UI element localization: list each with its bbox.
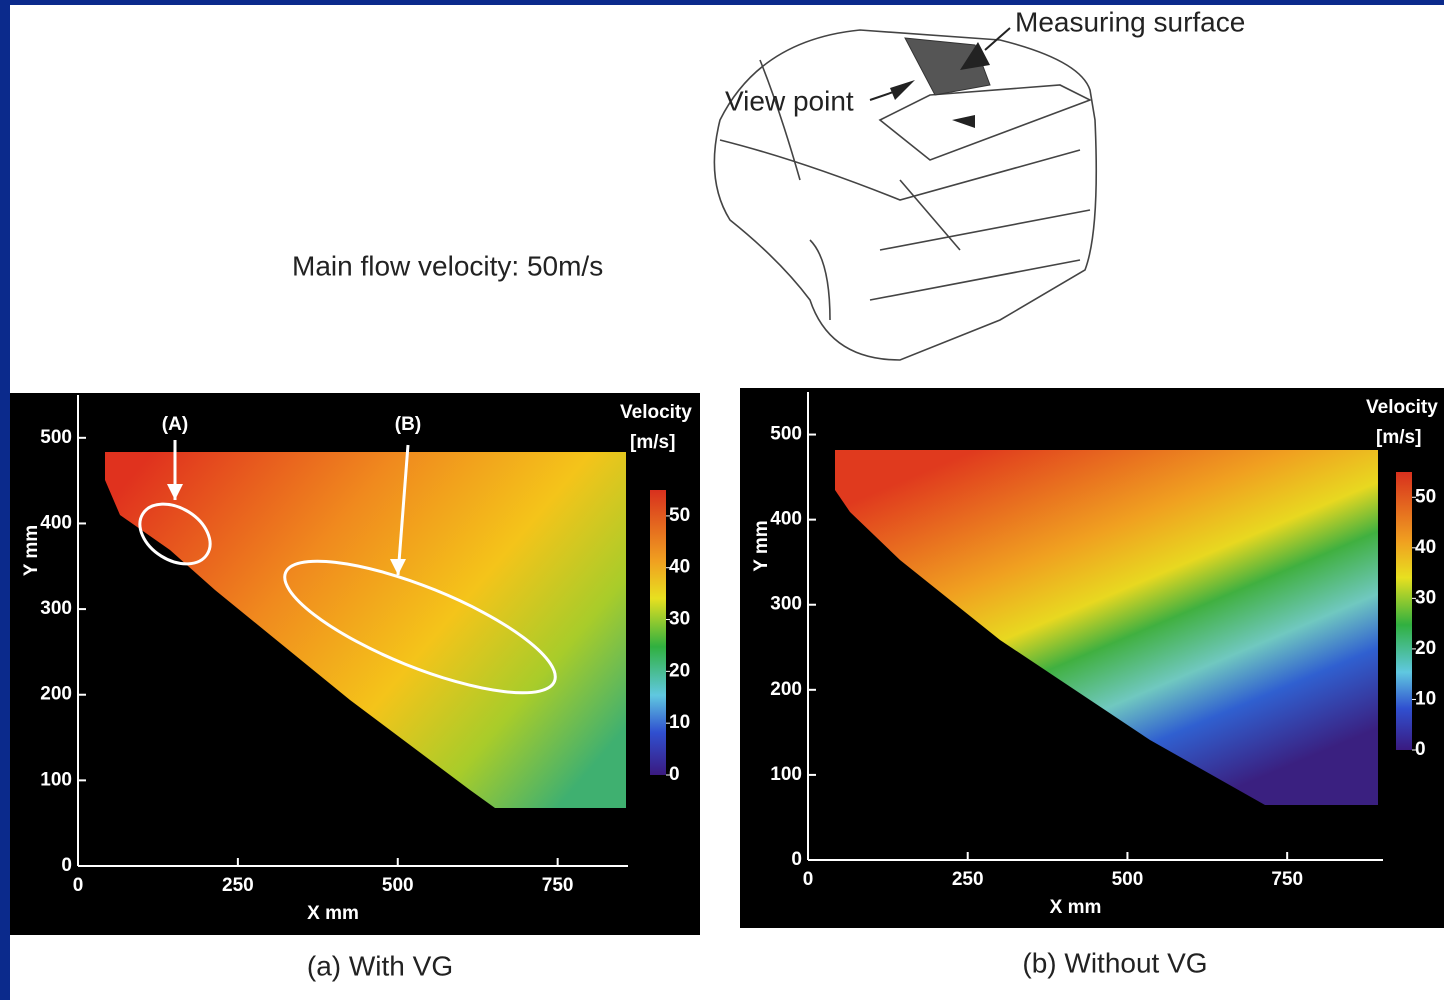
view-point-label: View point [725,85,854,116]
colorbar [650,490,666,775]
y-tick-label: 400 [40,512,72,533]
colorbar-tick-label: 10 [1415,688,1436,709]
y-tick-label: 100 [770,764,802,785]
colorbar-tick-label: 50 [669,505,690,526]
colorbar-tick-label: 20 [1415,638,1436,659]
y-tick-label: 500 [770,424,802,445]
y-tick-label: 100 [40,769,72,790]
colorbar-tick-label: 30 [669,609,690,630]
panel-caption: (b) Without VG [1022,947,1207,978]
colorbar-tick-label: 40 [1415,537,1436,558]
y-tick-label: 200 [770,679,802,700]
colorbar-unit: [m/s] [1376,427,1421,448]
x-tick-label: 500 [1112,869,1144,890]
flow-note: Main flow velocity: 50m/s [292,250,603,281]
y-axis-label: Y mm [751,520,772,571]
colorbar-title: Velocity [620,402,692,423]
colorbar-tick-label: 0 [669,764,680,785]
x-tick-label: 0 [803,869,814,890]
y-axis-label: Y mm [21,525,42,576]
y-tick-label: 400 [770,509,802,530]
frame-left [0,0,10,1000]
x-axis-label: X mm [307,903,359,924]
x-tick-label: 750 [542,875,574,896]
y-tick-label: 0 [61,855,72,876]
y-tick-label: 200 [40,684,72,705]
colorbar [1396,472,1412,750]
y-tick-label: 300 [40,598,72,619]
panel-caption: (a) With VG [307,950,453,981]
colorbar-tick-label: 50 [1415,486,1436,507]
x-axis-label: X mm [1050,897,1102,918]
y-tick-label: 0 [791,849,802,870]
x-tick-label: 250 [222,875,254,896]
colorbar-tick-label: 30 [1415,587,1436,608]
x-tick-label: 500 [382,875,414,896]
colorbar-unit: [m/s] [630,432,675,453]
x-tick-label: 250 [952,869,984,890]
frame-top [0,0,1444,5]
measuring-surface-label: Measuring surface [1015,6,1245,37]
annotation-label: (B) [395,414,421,435]
figure: Measuring surface View point Main flow v… [0,0,1444,1000]
y-tick-label: 500 [40,427,72,448]
colorbar-tick-label: 20 [669,660,690,681]
annotation-label: (A) [162,414,188,435]
x-tick-label: 750 [1271,869,1303,890]
colorbar-tick-label: 40 [669,557,690,578]
x-tick-label: 0 [73,875,84,896]
colorbar-tick-label: 0 [1415,739,1426,760]
colorbar-tick-label: 10 [669,712,690,733]
y-tick-label: 300 [770,594,802,615]
colorbar-title: Velocity [1366,397,1438,418]
